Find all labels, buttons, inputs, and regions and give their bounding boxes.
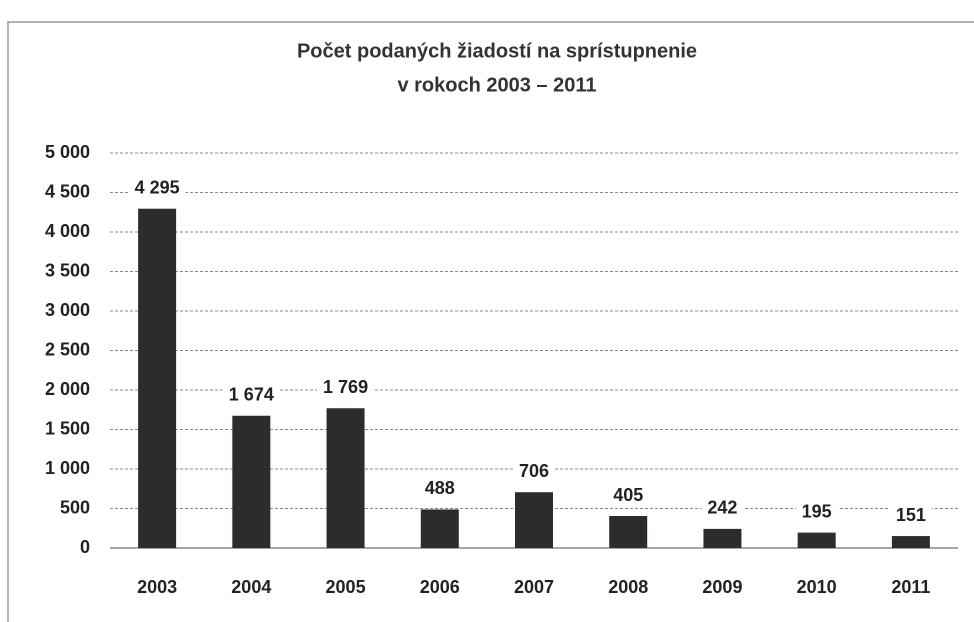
bar <box>797 532 836 548</box>
value-label-bg <box>889 504 932 525</box>
x-tick-label: 2004 <box>231 577 271 597</box>
x-tick-label: 2010 <box>797 577 837 597</box>
bar <box>515 492 553 548</box>
frame <box>7 21 974 622</box>
y-tick-label: 2 500 <box>45 339 90 359</box>
y-tick-label: 3 500 <box>45 260 90 280</box>
y-tick-label: 4 500 <box>45 181 90 201</box>
bar <box>138 208 177 548</box>
chart-title: Počet podaných žiadostí na sprístupnenie <box>297 40 697 62</box>
value-label: 706 <box>519 461 549 481</box>
value-label: 242 <box>707 498 737 518</box>
x-tick-label: 2003 <box>137 577 177 597</box>
bar <box>326 408 365 548</box>
x-tick-label: 2009 <box>702 577 742 597</box>
bar <box>609 516 648 548</box>
value-label-bg <box>512 460 556 481</box>
value-label-bg <box>317 376 375 397</box>
x-tick-label: 2006 <box>420 577 460 597</box>
chart-subtitle: v rokoch 2003 – 2011 <box>397 74 596 96</box>
value-label: 1 674 <box>229 385 274 405</box>
value-label: 1 769 <box>323 377 368 397</box>
value-label: 488 <box>425 478 455 498</box>
value-label-bg <box>795 501 838 522</box>
value-label: 195 <box>802 501 832 521</box>
value-label: 4 295 <box>135 177 180 197</box>
value-label-bg <box>418 478 461 499</box>
y-tick-label: 500 <box>60 497 90 517</box>
y-tick-label: 3 000 <box>45 300 90 320</box>
value-label: 151 <box>896 505 926 525</box>
bar <box>232 415 271 548</box>
y-tick-label: 0 <box>80 537 90 557</box>
y-tick-label: 4 000 <box>45 221 90 241</box>
y-tick-label: 1 500 <box>45 418 90 438</box>
value-label-bg <box>607 484 650 505</box>
value-label-bg <box>128 177 186 198</box>
x-tick-label: 2011 <box>891 577 930 597</box>
x-tick-label: 2005 <box>326 577 366 597</box>
value-label-bg <box>222 384 280 405</box>
y-tick-label: 2 000 <box>45 379 90 399</box>
y-tick-label: 5 000 <box>45 142 90 162</box>
value-label-bg <box>701 497 744 518</box>
x-tick-label: 2008 <box>608 577 648 597</box>
bar <box>420 509 459 548</box>
y-tick-label: 1 000 <box>45 458 90 478</box>
x-tick-label: 2007 <box>514 577 554 597</box>
bar <box>703 528 742 548</box>
value-label: 405 <box>613 485 643 505</box>
bar <box>891 536 930 548</box>
